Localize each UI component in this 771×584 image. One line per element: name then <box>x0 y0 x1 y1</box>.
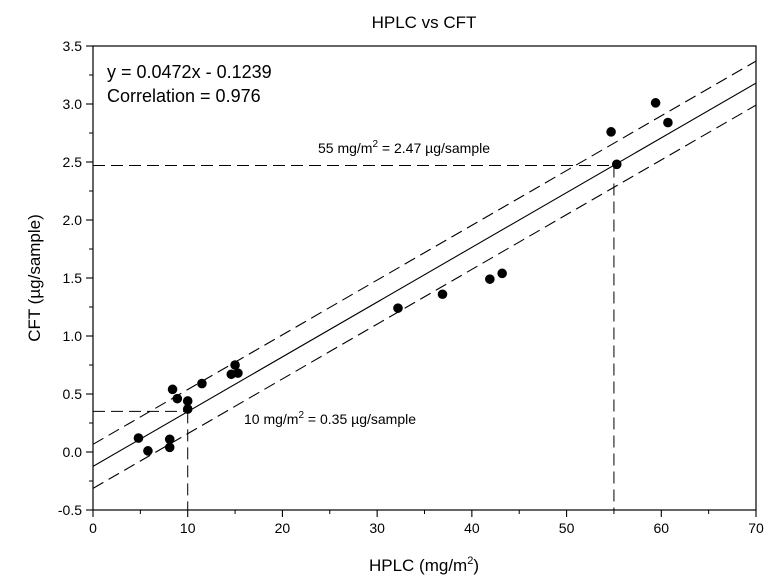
x-tick-label: 10 <box>180 520 196 536</box>
x-tick-label: 40 <box>464 520 480 536</box>
data-point-12 <box>233 368 243 378</box>
x-tick-label: 50 <box>559 520 575 536</box>
x-tick-label: 20 <box>275 520 291 536</box>
y-tick-label: 3.5 <box>63 38 83 54</box>
data-point-17 <box>606 127 616 137</box>
lower-confidence-line <box>93 104 756 489</box>
data-point-13 <box>393 303 403 313</box>
y-tick-label: 1.0 <box>63 328 83 344</box>
chart-title: HPLC vs CFT <box>372 13 477 32</box>
y-tick-label: 2.5 <box>63 154 83 170</box>
data-point-2 <box>143 446 153 456</box>
y-tick-label: 2.0 <box>63 212 83 228</box>
annotation-10: 10 mg/m2 = 0.35 µg/sample <box>244 410 416 427</box>
data-point-14 <box>437 289 448 300</box>
fit-equation: y = 0.0472x - 0.1239 <box>107 62 272 82</box>
data-point-19 <box>650 98 661 108</box>
x-tick-label: 30 <box>369 520 385 536</box>
x-tick-label: 0 <box>89 520 97 536</box>
y-tick-label: 0.5 <box>63 386 83 402</box>
y-tick-label: -0.5 <box>58 502 82 518</box>
data-point-16 <box>497 268 507 279</box>
annotation-55: 55 mg/m2 = 2.47 µg/sample <box>318 139 490 156</box>
upper-confidence-line <box>93 60 756 445</box>
regression-line <box>93 82 756 467</box>
y-tick-label: 0.0 <box>63 444 83 460</box>
data-point-11 <box>230 360 240 370</box>
data-point-9 <box>197 378 207 389</box>
data-point-6 <box>172 393 183 404</box>
y-tick-label: 3.0 <box>63 96 83 112</box>
y-axis: -0.5 0.0 0.5 1.0 1.5 2.0 2.5 3.0 3.5 <box>58 38 93 518</box>
data-point-20 <box>663 117 673 128</box>
x-axis-title: HPLC (mg/m2) <box>369 555 479 575</box>
data-point-3 <box>164 442 175 453</box>
data-point-18 <box>611 159 622 170</box>
data-point-7 <box>182 396 193 406</box>
x-tick-label: 70 <box>748 520 764 536</box>
plot-area <box>93 60 756 510</box>
x-axis: 0 10 20 30 40 50 60 70 <box>89 510 764 536</box>
x-axis-title-superscript: 2 <box>467 555 473 567</box>
correlation-label: Correlation = 0.976 <box>107 86 261 106</box>
data-point-15 <box>485 274 495 284</box>
data-point-5 <box>167 384 178 395</box>
data-point-1 <box>133 433 144 443</box>
data-point-8 <box>182 404 193 414</box>
y-tick-label: 1.5 <box>63 270 83 286</box>
plot-frame <box>92 45 757 511</box>
y-axis-title: CFT (µg/sample) <box>25 214 44 342</box>
x-tick-label: 60 <box>653 520 669 536</box>
data-point-4 <box>164 434 175 445</box>
